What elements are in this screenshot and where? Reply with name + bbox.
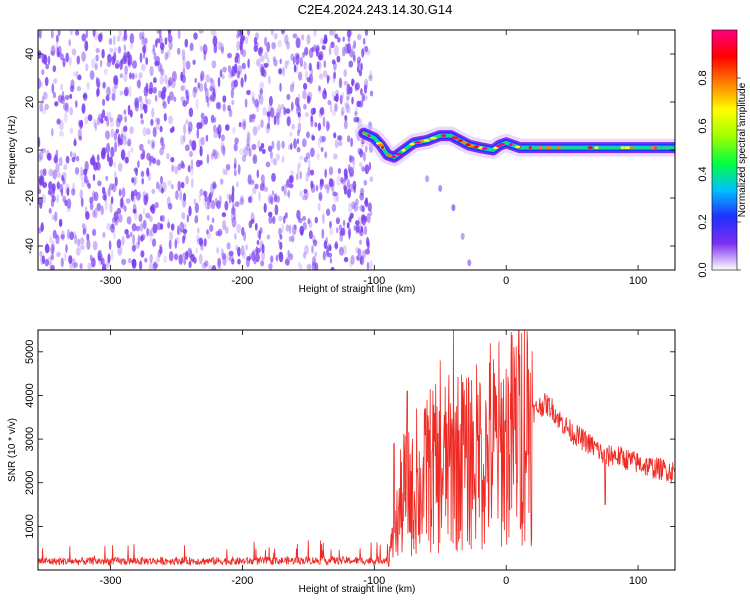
figure-title: C2E4.2024.243.14.30.G14	[298, 2, 453, 17]
snr-frame	[37, 329, 676, 571]
spectrogram-y-axis: -40 -20 0 20 40	[24, 48, 675, 254]
branch-point	[467, 259, 472, 267]
x-tick-label: 0	[503, 275, 509, 287]
colorbar-tick-label: 0.4	[697, 166, 709, 181]
y-tick-label: -20	[24, 190, 36, 206]
x-tick-label: -200	[231, 275, 253, 287]
snr-y-label: SNR (10 * v/v)	[7, 418, 18, 482]
y-tick-label: 20	[24, 96, 36, 108]
y-tick-label: -40	[24, 238, 36, 254]
colorbar-gradient	[711, 29, 738, 271]
snr-panel: -300 -200 -100 0 100 1000 2000 3000 4000 5000 He…	[7, 329, 676, 595]
colorbar-tick-label: 0.2	[697, 214, 709, 229]
colorbar-ticks: 0.0 0.2 0.4 0.6 0.8	[697, 70, 741, 278]
spectrogram-y-label: Frequency (Hz)	[7, 116, 18, 185]
spectrogram-x-label: Height of straight line (km)	[299, 284, 416, 295]
branch-point	[451, 204, 456, 212]
x-tick-label: 100	[629, 575, 647, 587]
spectrogram-noise-region	[38, 30, 374, 270]
colorbar: 0.0 0.2 0.4 0.6 0.8 Normalized spectral ampl…	[697, 29, 748, 278]
spectrogram-secondary-branch	[425, 175, 472, 267]
x-tick-label: 100	[629, 275, 647, 287]
y-tick-label: 40	[24, 48, 36, 60]
y-tick-label: 0	[24, 147, 36, 153]
y-tick-label: 2000	[24, 470, 36, 494]
x-tick-label: -300	[100, 575, 122, 587]
spectrogram-signal-track	[354, 124, 675, 167]
x-tick-label: -100	[363, 275, 385, 287]
spectrogram-x-axis: -300 -200 -100 0 100	[100, 30, 647, 287]
branch-point	[460, 232, 465, 240]
x-tick-label: -300	[100, 275, 122, 287]
colorbar-tick-label: 0.8	[697, 70, 709, 85]
branch-point	[425, 175, 430, 183]
colorbar-label: Normalized spectral amplitude	[737, 82, 748, 217]
y-tick-label: 3000	[24, 427, 36, 451]
x-tick-label: -200	[231, 575, 253, 587]
snr-y-axis: 1000 2000 3000 4000 5000	[24, 340, 675, 539]
snr-x-axis: -300 -200 -100 0 100	[100, 330, 647, 587]
snr-x-label: Height of straight line (km)	[299, 584, 416, 595]
y-tick-label: 5000	[24, 340, 36, 364]
y-tick-label: 1000	[24, 514, 36, 538]
y-tick-label: 4000	[24, 383, 36, 407]
x-tick-label: 0	[503, 575, 509, 587]
snr-background	[38, 330, 675, 570]
snr-series-line	[38, 330, 675, 568]
x-tick-label: -100	[363, 575, 385, 587]
colorbar-tick-label: 0.6	[697, 118, 709, 133]
colorbar-tick-label: 0.0	[697, 262, 709, 277]
branch-point	[438, 184, 443, 192]
